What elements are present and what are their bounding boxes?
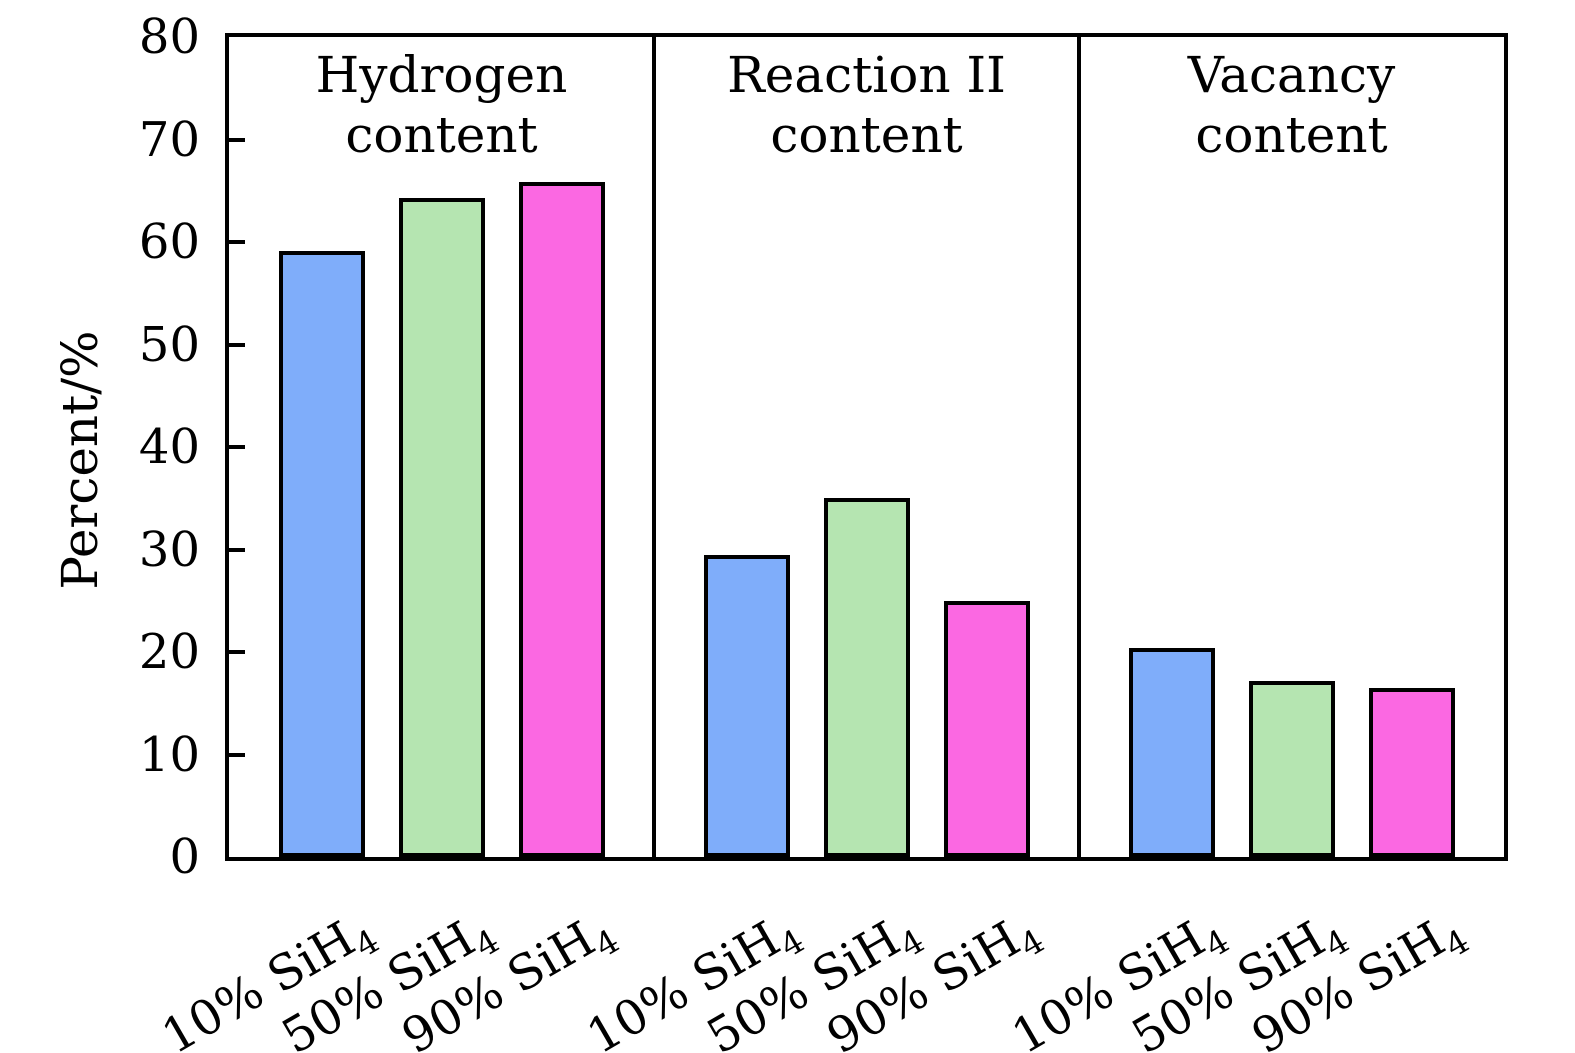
panel-title: Hydrogen content [315, 46, 568, 164]
y-tick-mark [229, 445, 245, 449]
y-tick-mark [229, 752, 245, 757]
x-tick-label-subscript: 4 [588, 921, 626, 965]
y-tick-label: 40 [138, 419, 200, 475]
bar [518, 181, 605, 857]
bar [823, 498, 910, 857]
y-tick-mark [229, 240, 245, 244]
bar [703, 554, 790, 857]
panel-title: Vacancy content [1187, 46, 1396, 164]
y-tick-label: 30 [138, 521, 200, 578]
y-tick-label: 10 [138, 726, 200, 783]
y-tick-mark [229, 342, 245, 347]
panel-divider [1077, 37, 1081, 857]
bar [1368, 687, 1455, 857]
bar [398, 197, 485, 857]
y-tick-label: 80 [138, 9, 200, 65]
plot-area: Hydrogen content Reaction II content Vacan… [225, 33, 1508, 861]
bar [1128, 647, 1215, 857]
panel-divider [652, 37, 656, 857]
x-tick-label-subscript: 4 [1013, 921, 1051, 965]
y-tick-mark [229, 547, 245, 552]
y-tick-mark [229, 650, 245, 654]
bar [943, 600, 1030, 857]
y-tick-label: 20 [138, 624, 200, 680]
y-tick-label: 70 [138, 111, 200, 168]
panel-title: Reaction II content [727, 46, 1006, 164]
bar [1248, 680, 1335, 857]
x-tick-label-subscript: 4 [1438, 921, 1476, 965]
y-tick-label: 50 [138, 316, 200, 373]
y-tick-label: 60 [138, 214, 200, 270]
y-tick-mark [229, 137, 245, 142]
bar [278, 251, 365, 857]
y-tick-label: 0 [169, 829, 200, 885]
